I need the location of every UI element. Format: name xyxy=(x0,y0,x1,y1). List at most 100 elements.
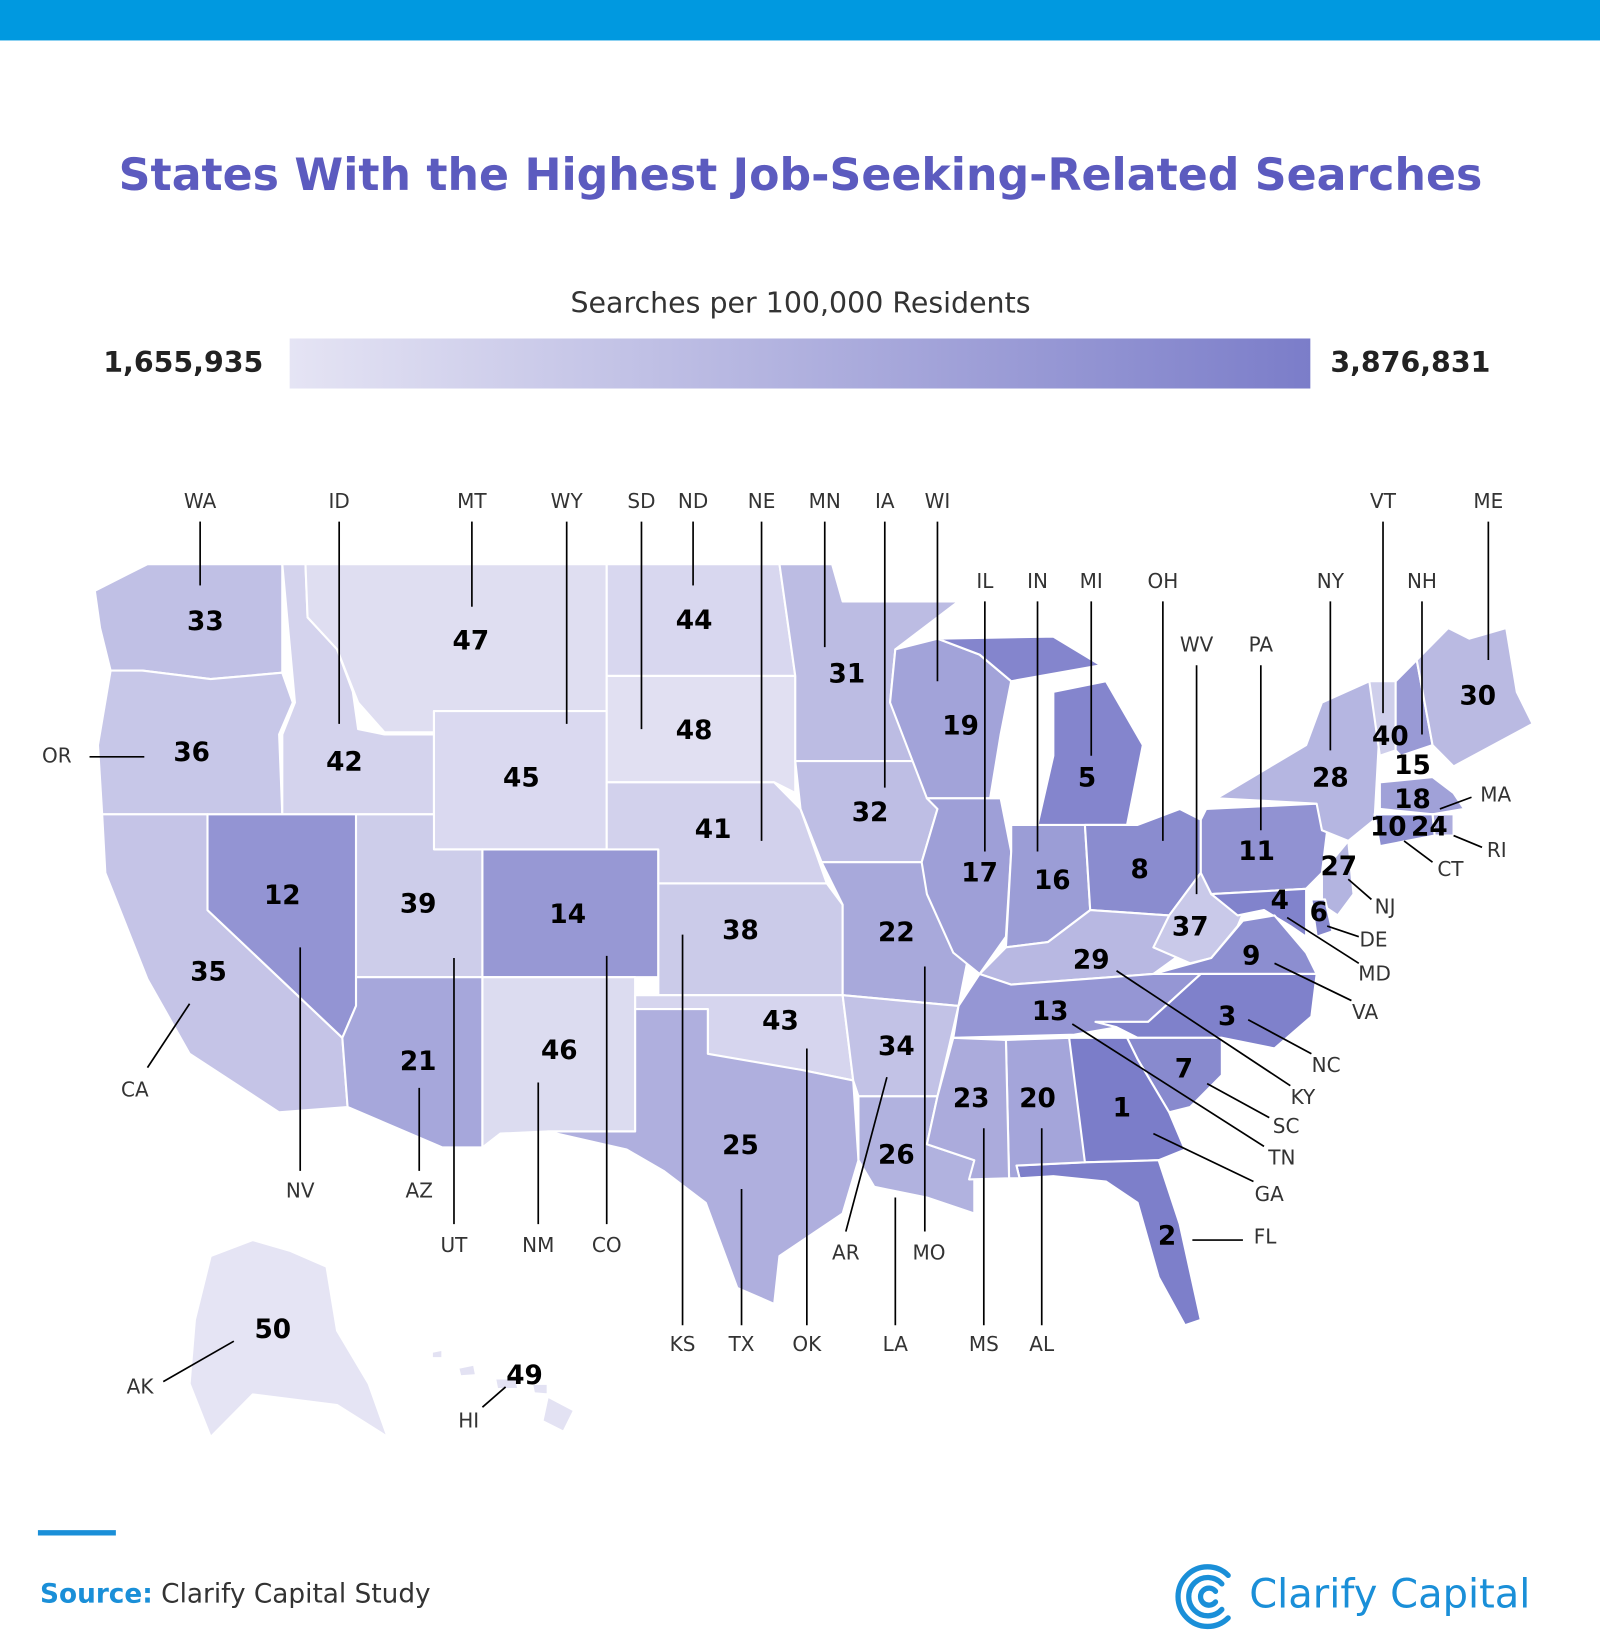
state-rank: 29 xyxy=(1073,945,1110,976)
state-rank: 31 xyxy=(829,658,866,689)
title: States With the Highest Job-Seeking-Rela… xyxy=(119,150,1483,201)
logo-text: Clarify Capital xyxy=(1249,1572,1530,1618)
state-label: MN xyxy=(809,489,841,513)
state-label: MA xyxy=(1480,783,1511,807)
state-rank: 22 xyxy=(878,917,915,948)
state-label: NV xyxy=(286,1179,315,1203)
state-label: MS xyxy=(969,1332,999,1356)
state-label: KY xyxy=(1291,1085,1316,1109)
state-label: TX xyxy=(728,1332,755,1356)
state-label: CT xyxy=(1437,857,1464,881)
state-rank: 7 xyxy=(1175,1053,1193,1084)
legend-label: Searches per 100,000 Residents xyxy=(571,285,1031,319)
state-shape xyxy=(1310,898,1334,938)
state-rank: 13 xyxy=(1032,996,1069,1027)
state-label: VT xyxy=(1370,489,1397,513)
header-bar xyxy=(0,0,1600,41)
state-label: PA xyxy=(1249,633,1274,657)
state-rank: 15 xyxy=(1394,750,1431,781)
state-rank: 30 xyxy=(1459,681,1496,712)
state-rank: 3 xyxy=(1218,1001,1236,1032)
state-rank: 25 xyxy=(722,1130,759,1161)
state-label: MT xyxy=(457,489,487,513)
state-rank: 44 xyxy=(676,605,713,636)
state-label: DE xyxy=(1360,927,1388,951)
state-rank: 28 xyxy=(1312,763,1349,794)
state-rank: 4 xyxy=(1271,885,1289,916)
state-rank: 37 xyxy=(1172,912,1209,943)
state-rank: 45 xyxy=(503,763,540,794)
state-label: NJ xyxy=(1375,894,1396,918)
state-rank: 17 xyxy=(961,857,998,888)
state-label: NY xyxy=(1317,569,1345,593)
state-label: AR xyxy=(832,1240,860,1264)
state-rank: 18 xyxy=(1394,784,1431,815)
legend-gradient xyxy=(289,338,1311,389)
leader-line xyxy=(1247,1018,1312,1055)
state-rank: 5 xyxy=(1078,763,1096,794)
leader-line xyxy=(1286,916,1360,965)
leader-line xyxy=(1274,962,1352,1002)
state-shape xyxy=(430,1348,576,1433)
leader-line xyxy=(1116,970,1291,1087)
state-label: SC xyxy=(1273,1114,1300,1138)
state-label: WI xyxy=(925,489,951,513)
leader-line xyxy=(1071,1023,1265,1148)
state-shape xyxy=(1394,658,1434,757)
state-rank: 10 xyxy=(1370,812,1407,843)
legend-max: 3,876,831 xyxy=(1330,345,1490,379)
state-label: ID xyxy=(329,489,350,513)
state-rank: 48 xyxy=(676,715,713,746)
state-label: NM xyxy=(522,1233,554,1257)
state-rank: 26 xyxy=(878,1139,915,1170)
leader-line xyxy=(845,1076,888,1232)
state-texts: 33WA36OR35CA42ID12NV47MT45WY39UT21AZ14CO… xyxy=(42,489,1511,1433)
state-rank: 38 xyxy=(722,915,759,946)
state-label: IN xyxy=(1027,569,1048,593)
leader-line xyxy=(1453,834,1483,849)
state-label: NE xyxy=(748,489,776,513)
state-shape xyxy=(1215,680,1381,842)
state-label: AK xyxy=(127,1374,155,1398)
state-label: OK xyxy=(792,1332,822,1356)
state-label: WV xyxy=(1180,633,1214,657)
state-shape xyxy=(188,1239,389,1439)
state-label: SD xyxy=(627,489,655,513)
state-rank: 41 xyxy=(695,814,732,845)
state-label: FL xyxy=(1254,1224,1277,1248)
state-label: ME xyxy=(1473,489,1503,513)
state-shape xyxy=(1210,887,1308,938)
state-label: CO xyxy=(592,1233,622,1257)
state-rank: 50 xyxy=(254,1314,291,1345)
state-rank: 35 xyxy=(190,956,227,987)
leader-line xyxy=(1403,840,1434,863)
leader-line xyxy=(1439,796,1472,810)
state-label: VA xyxy=(1352,1000,1378,1024)
leader-line xyxy=(146,1003,191,1069)
legend-min: 1,655,935 xyxy=(103,345,263,379)
state-label: RI xyxy=(1487,838,1507,862)
state-label: GA xyxy=(1255,1182,1284,1206)
leader-line xyxy=(1326,925,1360,938)
state-label: OH xyxy=(1147,569,1178,593)
state-rank: 42 xyxy=(326,747,363,778)
state-shape xyxy=(1373,813,1436,848)
state-label: WY xyxy=(551,489,584,513)
state-shape xyxy=(96,669,294,816)
state-rank: 19 xyxy=(942,710,979,741)
state-shape xyxy=(925,1036,1011,1181)
state-rank: 1 xyxy=(1113,1093,1131,1124)
state-label: AZ xyxy=(406,1179,433,1203)
state-rank: 9 xyxy=(1242,940,1260,971)
state-rank: 14 xyxy=(549,899,586,930)
state-rank: 40 xyxy=(1372,721,1409,752)
leader-line xyxy=(1206,1082,1270,1119)
state-rank: 20 xyxy=(1019,1083,1056,1114)
state-rank: 12 xyxy=(264,880,301,911)
source-label: Source: xyxy=(40,1578,153,1609)
state-shape xyxy=(1015,1159,1202,1327)
state-shape xyxy=(920,797,1013,976)
state-shape xyxy=(546,1008,860,1305)
state-rank: 32 xyxy=(852,797,889,828)
